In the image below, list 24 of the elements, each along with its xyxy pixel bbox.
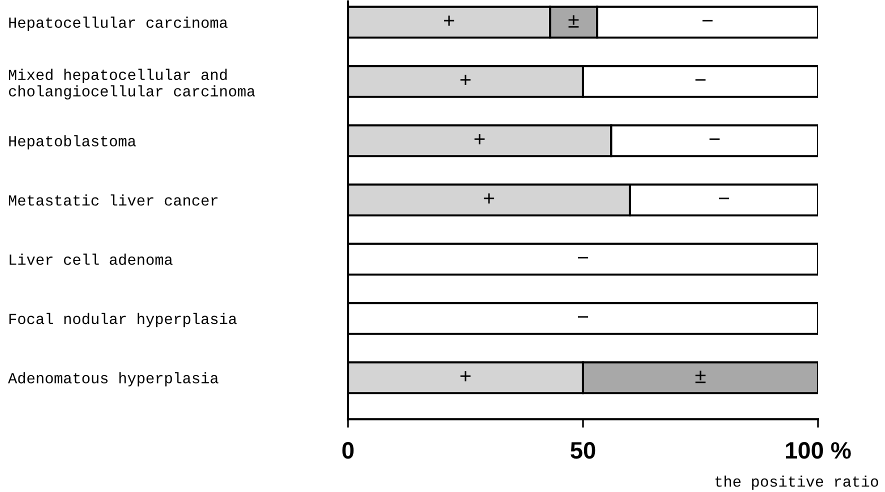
series-label: −: [702, 20, 713, 22]
text: −: [718, 198, 730, 200]
y-tick-label: Hepatoblastoma: [9, 135, 136, 150]
text: +: [444, 16, 454, 26]
y-tick-label: Focal nodular hyperplasia: [9, 312, 237, 328]
y-tick-label: Metastatic liver cancer: [8, 194, 218, 206]
text: −: [578, 316, 588, 318]
x-axis-title: the positive ratio: [715, 476, 878, 490]
text: ±: [695, 370, 706, 384]
x-tick-label: 0: [342, 442, 354, 459]
y-tick-label: Adenomatous hyperplasia: [8, 372, 218, 386]
x-tick-label: 100 %: [786, 442, 851, 459]
y-tick-label: Hepatocellular carcinoma: [9, 16, 228, 31]
text: −: [710, 138, 720, 140]
text: +: [484, 193, 494, 204]
text: −: [695, 79, 706, 81]
text: +: [474, 134, 485, 144]
series-label: ±: [568, 15, 579, 28]
text: +: [460, 74, 471, 86]
y-tick-label: Mixed hepatocellular and cholangiocellular carcinoma: [8, 68, 256, 100]
text: −: [578, 256, 588, 258]
x-tick-label: 50: [570, 442, 596, 459]
y-tick-label: Liver cell adenoma: [10, 254, 173, 265]
series-label: +: [460, 371, 471, 382]
